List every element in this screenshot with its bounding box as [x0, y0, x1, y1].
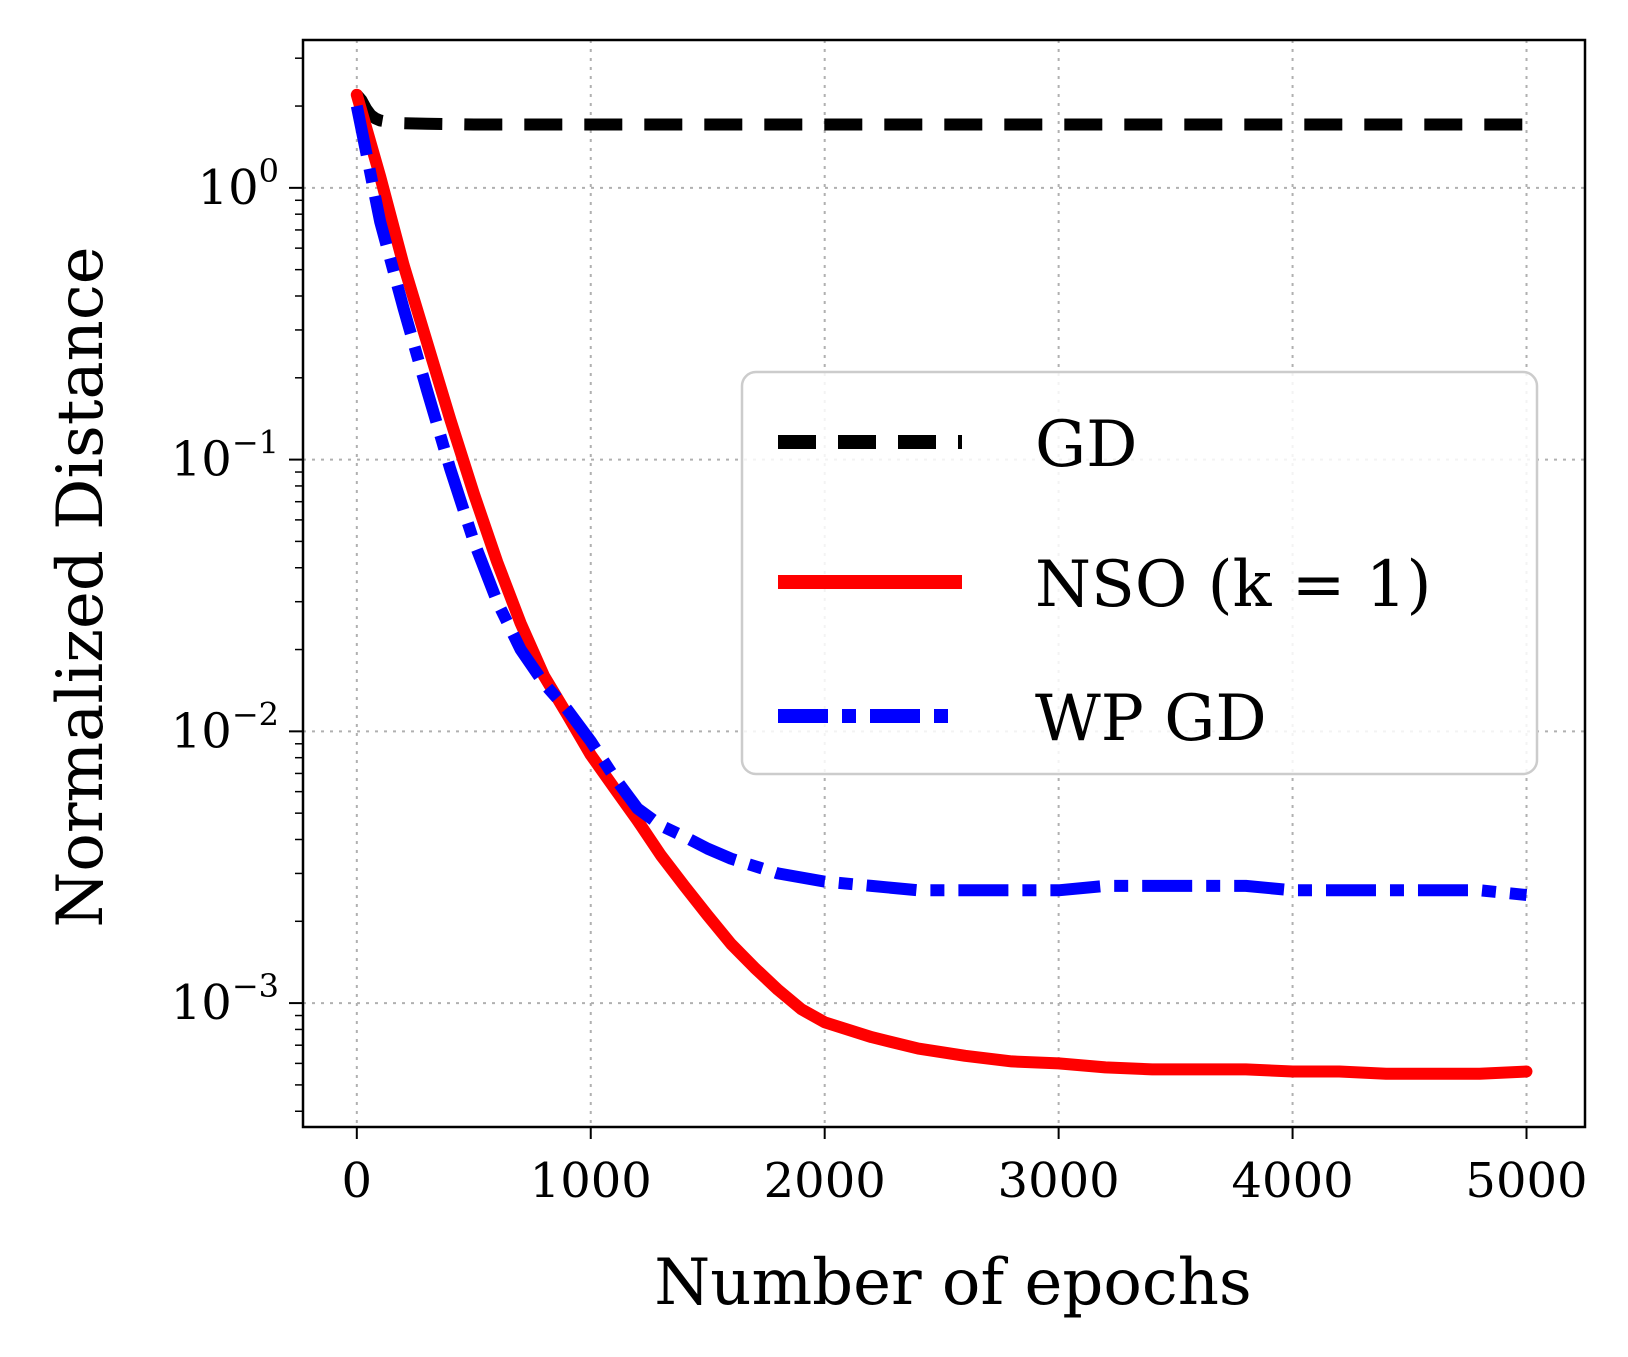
- y-tick-label-1: 10−1: [171, 424, 279, 488]
- x-axis-label: Number of epochs: [654, 1246, 1252, 1320]
- series-line-wp-gd: [350, 104, 1528, 901]
- legend-label-nso-k-1: NSO (k = 1): [1035, 548, 1431, 622]
- legend-label-wp-gd: WP GD: [1035, 682, 1267, 756]
- series-line-gd: [352, 90, 1527, 131]
- y-axis-label: Normalized Distance: [44, 246, 118, 927]
- legend: GD NSO (k = 1) WP GD: [740, 370, 1539, 776]
- x-tick-label-3: 3000: [998, 1153, 1120, 1209]
- y-tick-label-0: 100: [198, 152, 279, 216]
- axes-frame: [301, 38, 1587, 1129]
- x-tick-label-0: 0: [342, 1153, 373, 1209]
- legend-box: [740, 370, 1539, 776]
- x-tick-label-1: 1000: [530, 1153, 652, 1209]
- y-tick-label-2: 10−2: [171, 695, 279, 759]
- legend-label-gd: GD: [1035, 408, 1137, 482]
- x-tick-label-4: 4000: [1231, 1153, 1353, 1209]
- x-tick-label-2: 2000: [764, 1153, 886, 1209]
- series-line-nso-k-1: [350, 88, 1533, 1080]
- y-tick-label-3: 10−3: [171, 967, 279, 1031]
- x-tick-label-5: 5000: [1465, 1153, 1587, 1209]
